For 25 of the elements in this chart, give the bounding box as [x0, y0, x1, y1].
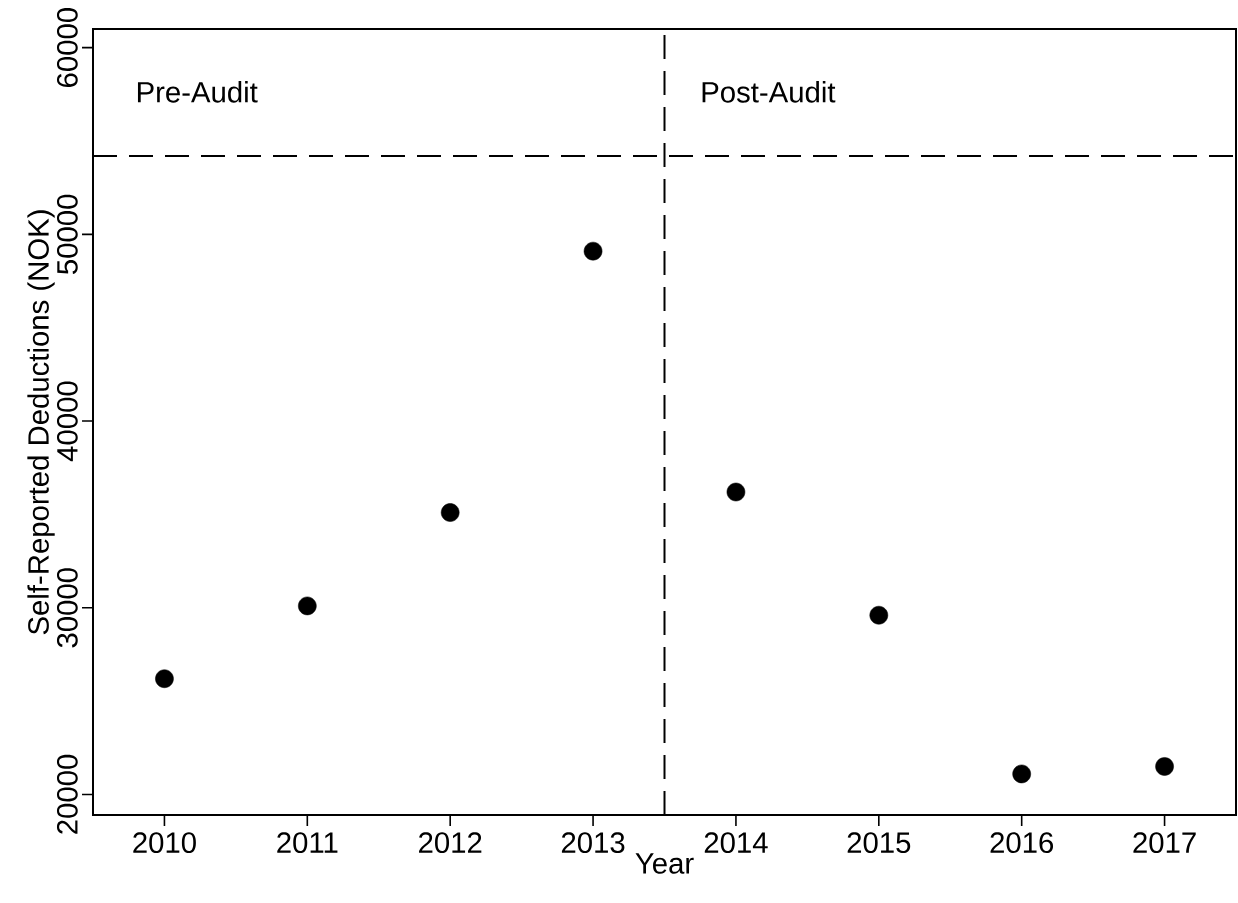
point [1012, 764, 1031, 784]
annotation: Pre-Audit [137, 81, 258, 103]
x-tick-label: 2014 [704, 832, 768, 854]
point [583, 241, 603, 261]
x-tick-label: 2012 [419, 832, 482, 854]
y-tick-label: 60000 [56, 8, 78, 87]
point [440, 503, 460, 522]
point [1155, 757, 1174, 776]
y-tick-label: 50000 [56, 194, 78, 274]
y-tick-label: 40000 [56, 381, 78, 462]
y-tick-label: 30000 [56, 568, 78, 648]
x-axis-title: Year [635, 853, 694, 874]
point [869, 605, 889, 625]
y-tick-label: 20000 [56, 754, 78, 834]
x-tick-label: 2017 [1133, 832, 1196, 854]
annotation: Post-Audit [702, 81, 836, 103]
point [298, 596, 317, 616]
x-tick-label: 2016 [990, 832, 1054, 854]
x-tick-label: 2013 [561, 832, 625, 854]
x-tick-label: 2015 [847, 832, 911, 854]
point [726, 482, 746, 502]
y-axis-title: Self-Reported Deductions (NOK) [27, 210, 55, 635]
point [155, 669, 174, 688]
x-tick-label: 2010 [133, 832, 196, 854]
x-tick-label: 2011 [277, 832, 338, 854]
